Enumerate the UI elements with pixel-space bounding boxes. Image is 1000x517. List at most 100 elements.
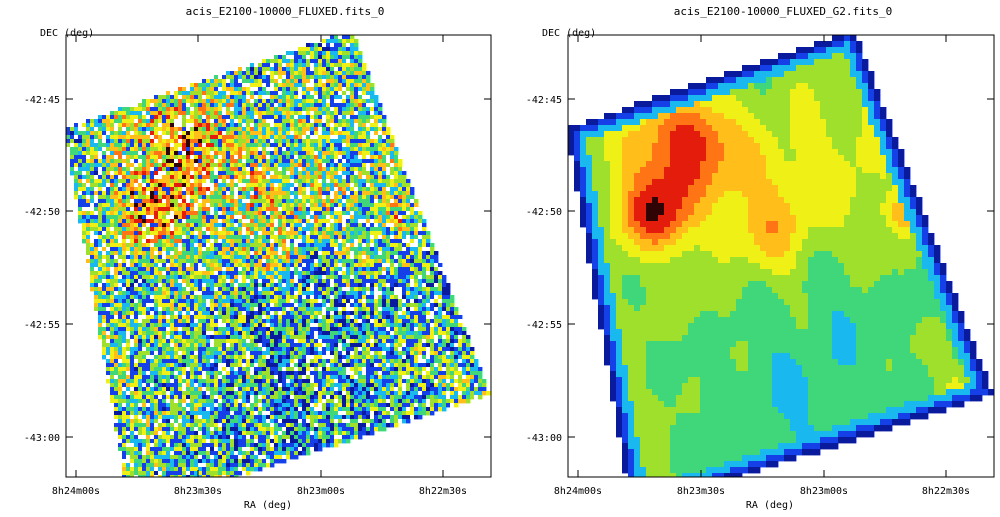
heatmap-cell [158, 195, 163, 200]
heatmap-cell [398, 263, 403, 268]
heatmap-cell [110, 283, 115, 288]
heatmap-cell [274, 235, 279, 240]
heatmap-cell [110, 271, 115, 276]
heatmap-cell [334, 175, 339, 180]
heatmap-cell [114, 155, 119, 160]
heatmap-cell [354, 47, 359, 52]
heatmap-cell [446, 291, 451, 296]
heatmap-cell [254, 219, 259, 224]
heatmap-cell [206, 243, 211, 248]
heatmap-cell [98, 255, 103, 260]
heatmap-cell [350, 163, 355, 168]
heatmap-cell [154, 291, 159, 296]
heatmap-cell [298, 155, 303, 160]
heatmap-cell [226, 203, 231, 208]
heatmap-cell [298, 279, 303, 284]
heatmap-cell [438, 303, 443, 308]
heatmap-cell [354, 123, 359, 128]
heatmap-cell [374, 171, 379, 176]
heatmap-cell [302, 179, 307, 184]
heatmap-cell [282, 107, 287, 112]
heatmap-cell [142, 115, 147, 120]
heatmap-cell [246, 151, 251, 156]
heatmap-cell [302, 203, 307, 208]
heatmap-cell [222, 243, 227, 248]
heatmap-cell [202, 131, 207, 136]
heatmap-cell [198, 207, 203, 212]
heatmap-cell [82, 131, 87, 136]
heatmap-cell [350, 243, 355, 248]
heatmap-cell [238, 167, 243, 172]
heatmap-cell [318, 219, 323, 224]
heatmap-cell [118, 187, 123, 192]
heatmap-cell [246, 127, 251, 132]
heatmap-cell [138, 127, 143, 132]
heatmap-cell [330, 107, 335, 112]
heatmap-cell [310, 207, 315, 212]
heatmap-cell [334, 267, 339, 272]
heatmap-cell [94, 279, 99, 284]
heatmap-cell [106, 171, 111, 176]
heatmap-cell [314, 251, 319, 256]
heatmap-cell [202, 107, 207, 112]
heatmap-cell [330, 103, 335, 108]
heatmap-cell [346, 291, 351, 296]
heatmap-cell [142, 111, 147, 116]
heatmap-cell [82, 135, 87, 140]
heatmap-cell [382, 215, 387, 220]
heatmap-cell [242, 283, 247, 288]
heatmap-cell [282, 235, 287, 240]
heatmap-cell [314, 279, 319, 284]
heatmap-cell [162, 175, 167, 180]
heatmap-cell [290, 243, 295, 248]
heatmap-cell [222, 155, 227, 160]
heatmap-cell [218, 163, 223, 168]
heatmap-cell [342, 199, 347, 204]
heatmap-cell [174, 151, 179, 156]
heatmap-cell [306, 259, 311, 264]
heatmap-cell [122, 255, 127, 260]
heatmap-cell [370, 263, 375, 268]
heatmap-cell [130, 179, 135, 184]
heatmap-cell [326, 287, 331, 292]
heatmap-cell [338, 131, 343, 136]
heatmap-cell [118, 231, 123, 236]
heatmap-cell [362, 303, 367, 308]
heatmap-cell [258, 79, 263, 84]
heatmap-cell [438, 307, 443, 312]
heatmap-cell [366, 179, 371, 184]
heatmap-cell [326, 283, 331, 288]
heatmap-cell [154, 111, 159, 116]
heatmap-cell [338, 83, 343, 88]
heatmap-cell [194, 103, 199, 108]
heatmap-cell [242, 239, 247, 244]
heatmap-cell [238, 91, 243, 96]
heatmap-cell [290, 203, 295, 208]
heatmap-cell [310, 275, 315, 280]
heatmap-cell [126, 111, 131, 116]
heatmap-cell [286, 279, 291, 284]
heatmap-cell [342, 163, 347, 168]
heatmap-cell [246, 131, 251, 136]
heatmap-cell [350, 55, 355, 60]
heatmap-cell [146, 279, 151, 284]
heatmap-cell [394, 299, 399, 304]
heatmap-cell [234, 175, 239, 180]
heatmap-cell [218, 311, 223, 316]
heatmap-cell [414, 263, 419, 268]
heatmap-cell [118, 303, 123, 308]
heatmap-cell [354, 307, 359, 312]
heatmap-cell [102, 255, 107, 260]
heatmap-cell [250, 75, 255, 80]
heatmap-cell [130, 187, 135, 192]
heatmap-cell [146, 195, 151, 200]
heatmap-cell [126, 179, 131, 184]
heatmap-cell [138, 183, 143, 188]
heatmap-cell [294, 255, 299, 260]
heatmap-cell [374, 275, 379, 280]
heatmap-cell [298, 103, 303, 108]
heatmap-cell [414, 239, 419, 244]
heatmap-cell [234, 159, 239, 164]
heatmap-cell [230, 83, 235, 88]
heatmap-cell [238, 127, 243, 132]
